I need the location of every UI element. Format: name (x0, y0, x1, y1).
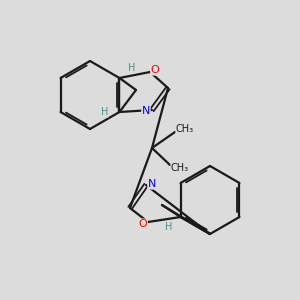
Text: H: H (165, 222, 172, 232)
Text: H: H (101, 107, 108, 117)
Text: CH₃: CH₃ (176, 124, 194, 134)
Text: H: H (128, 63, 135, 73)
Text: CH₃: CH₃ (171, 163, 189, 173)
Text: N: N (148, 179, 156, 189)
Text: O: O (151, 65, 159, 75)
Text: N: N (142, 106, 150, 116)
Text: O: O (139, 219, 147, 229)
